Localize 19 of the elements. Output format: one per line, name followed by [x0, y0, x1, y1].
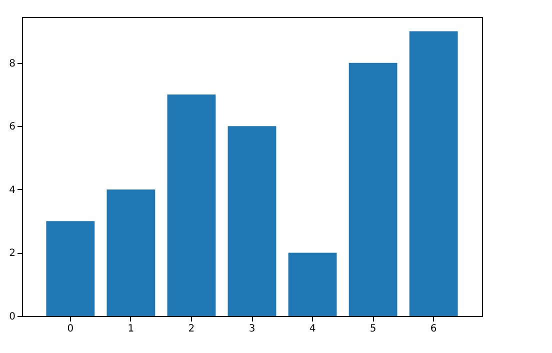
bar: [106, 189, 156, 316]
x-tick-label: 4: [309, 324, 316, 334]
y-tick-label: 2: [9, 248, 16, 260]
bar: [167, 94, 216, 316]
y-tick-label: 6: [9, 122, 16, 133]
bar: [409, 31, 458, 316]
bar: [46, 221, 95, 316]
x-tick-label: 3: [248, 324, 256, 334]
y-tick-label: 4: [9, 184, 16, 196]
x-tick-label: 5: [370, 324, 376, 334]
x-tick-label: 1: [128, 324, 134, 334]
x-tick-label: 6: [430, 324, 437, 334]
y-tick-label: 0: [9, 312, 16, 322]
bar: [348, 62, 398, 316]
y-tick-label: 8: [9, 58, 16, 70]
x-tick-label: 2: [188, 324, 195, 334]
bar: [288, 252, 337, 316]
bar: [228, 126, 276, 316]
x-tick-label: 0: [67, 324, 74, 334]
